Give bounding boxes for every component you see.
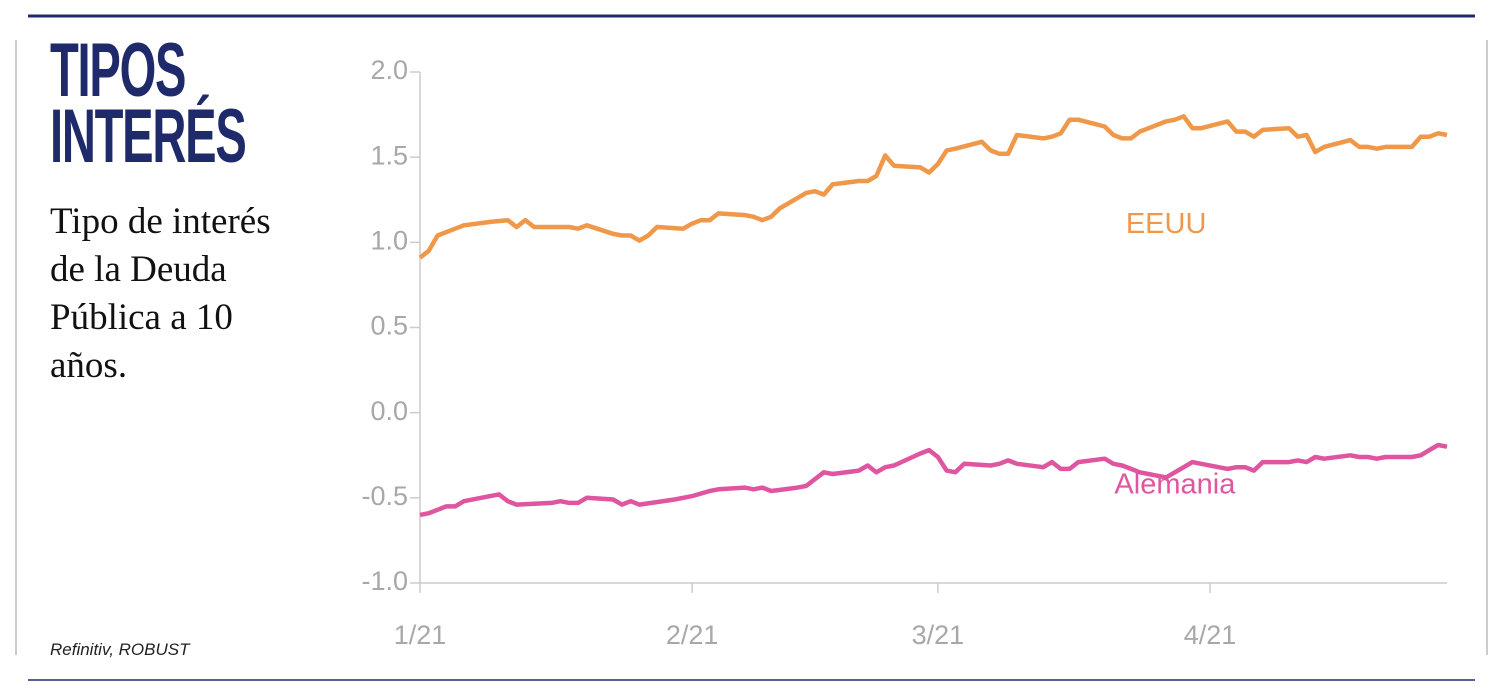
series-line	[418, 114, 1448, 260]
source: Refinitiv, ROBUST	[50, 640, 190, 659]
series-label: EEUU	[1126, 208, 1207, 240]
y-tick-label: -1.0	[361, 566, 408, 596]
chart-title: TIPOS INTERÉS	[50, 28, 365, 179]
subtitle: Tipo de interés de la Deuda Pública a 10…	[50, 201, 271, 386]
x-tick-label: 3/21	[912, 620, 965, 650]
y-tick-label: 0.5	[370, 311, 408, 341]
series-label: Alemania	[1114, 469, 1236, 501]
y-tick-label: 1.5	[370, 140, 408, 170]
series-line	[419, 442, 1448, 518]
y-tick-label: 1.0	[370, 225, 408, 255]
x-tick-label: 1/21	[394, 620, 447, 650]
x-tick-label: 2/21	[666, 620, 719, 650]
title-line: TIPOS	[50, 28, 186, 113]
title-line: INTERÉS	[50, 94, 247, 179]
x-tick-label: 4/21	[1184, 620, 1237, 650]
y-tick-label: 2.0	[370, 55, 408, 85]
y-tick-label: 0.0	[370, 396, 408, 426]
y-tick-label: -0.5	[361, 481, 408, 511]
